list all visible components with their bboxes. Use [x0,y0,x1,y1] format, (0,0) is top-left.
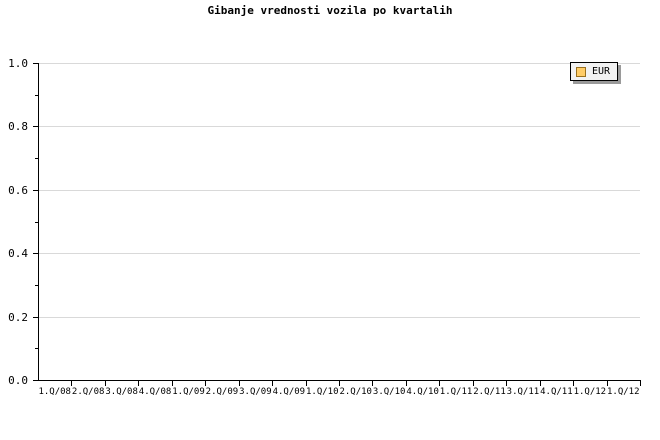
gridline [38,253,640,255]
x-axis-tick [305,381,307,386]
x-axis-tick [272,381,274,386]
x-axis-tick [539,381,541,386]
y-axis-minor-tick [35,158,38,160]
y-axis-label: 0.0 [8,374,28,387]
x-axis-label: 3.Q/08 [105,387,138,397]
y-axis-line [38,63,39,381]
chart-legend[interactable]: EUR [570,62,619,81]
x-axis-tick [138,381,140,386]
x-axis-label: 1.Q/10 [306,387,339,397]
x-axis-tick [104,381,106,386]
y-axis-minor-tick [35,348,38,350]
y-axis-label: 0.8 [8,120,28,134]
gridline [38,316,640,318]
x-axis-tick [405,381,407,386]
y-axis-label: 0.4 [8,247,28,261]
y-axis-label: 0.6 [8,183,28,197]
x-axis-label: 2.Q/08 [71,387,105,397]
y-axis-minor-tick [35,221,38,223]
x-axis-tick [439,381,441,386]
y-axis-tick [33,316,38,318]
x-axis-tick [71,381,73,386]
x-axis-tick [472,381,474,386]
x-axis-label: 3.Q/11 [506,387,540,397]
x-axis-label: 4.Q/08 [138,387,172,397]
x-axis-line [38,380,641,381]
x-axis-tick [238,381,240,386]
x-axis-label: 1.Q/11 [439,387,473,397]
y-axis-tick [33,380,38,381]
x-axis-tick [640,381,641,386]
x-axis-label: 3.Q/10 [372,387,406,397]
x-axis-label: 1.Q/08 [38,387,71,397]
legend-swatch-eur-icon [576,66,586,77]
y-axis-label: 1.0 [8,57,28,70]
x-axis-tick [339,381,340,386]
x-axis-label: 4.Q/10 [406,387,439,397]
chart-title: Gibanje vrednosti vozila po kvartalih [207,4,453,17]
y-axis-tick [33,253,38,255]
x-axis-label: 1.Q/12 [607,387,640,397]
x-axis-label: 1.Q/12 [573,387,607,397]
plot-area [38,63,640,380]
x-axis-tick [506,381,508,386]
x-axis-tick [372,381,374,386]
gridline [38,126,640,128]
y-axis-minor-tick [35,94,38,96]
gridline [38,189,640,191]
x-axis-tick [573,381,575,386]
y-axis-label: 0.2 [8,310,28,324]
x-axis-label: 4.Q/11 [540,387,573,397]
y-axis-tick [33,189,38,191]
x-axis-label: 2.Q/11 [473,387,506,397]
y-axis-tick [33,126,38,128]
x-axis-label: 3.Q/09 [239,387,272,397]
x-axis-label: 2.Q/09 [205,387,239,397]
x-axis-tick [171,381,173,386]
x-axis-label: 4.Q/09 [272,387,306,397]
y-axis-minor-tick [35,284,38,286]
x-axis-tick [205,381,207,386]
x-axis-label: 1.Q/09 [172,387,205,397]
legend-item-label-eur: EUR [592,66,611,77]
y-axis-tick [33,63,38,64]
gridline [38,63,640,64]
x-axis-label: 2.Q/10 [339,387,372,397]
x-axis-tick [606,381,608,386]
